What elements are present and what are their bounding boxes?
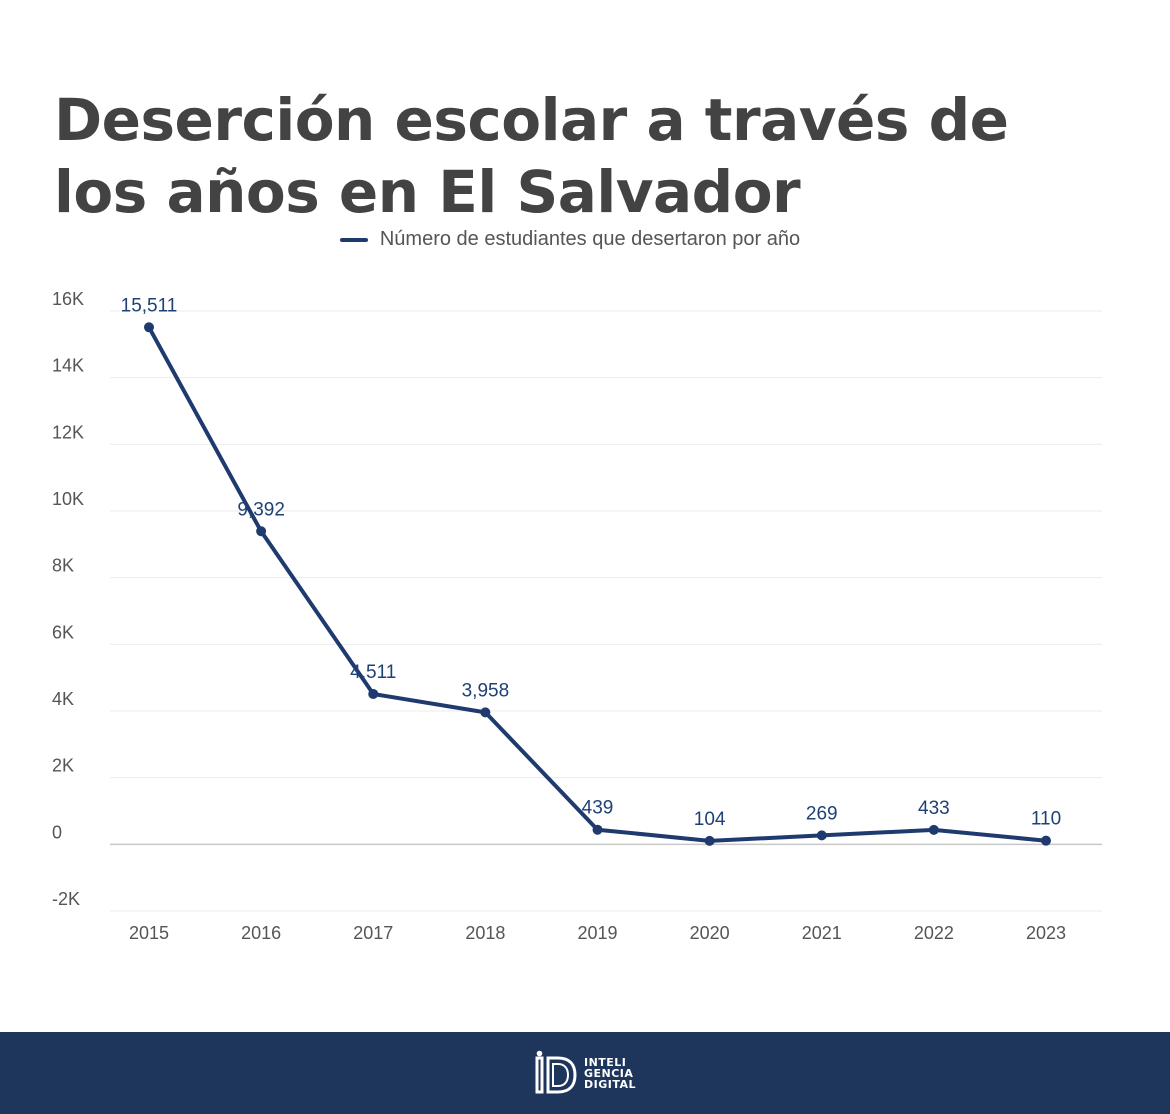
data-label: 4,511	[350, 662, 396, 683]
x-tick-label: 2023	[1026, 923, 1066, 943]
data-point	[368, 688, 379, 699]
data-label: 269	[806, 803, 838, 824]
data-point	[256, 526, 267, 537]
x-tick-label: 2015	[129, 923, 169, 943]
chart-title: Deserción escolar a través de los años e…	[54, 86, 1009, 226]
y-tick-label: 4K	[52, 689, 74, 709]
y-tick-label: 0	[52, 822, 62, 842]
y-tick-label: 14K	[52, 356, 84, 376]
x-tick-label: 2018	[465, 923, 505, 943]
data-point	[592, 824, 603, 835]
y-tick-label: 2K	[52, 756, 74, 776]
y-tick-label: 10K	[52, 489, 84, 509]
data-label: 439	[582, 798, 614, 819]
data-point	[704, 835, 715, 846]
x-tick-label: 2017	[353, 923, 393, 943]
chart-legend: Número de estudiantes que desertaron por…	[0, 228, 1170, 251]
brand-logo: INTELI GENCIA DIGITAL	[534, 1050, 636, 1096]
data-point	[816, 830, 827, 841]
data-point	[1041, 835, 1051, 846]
y-tick-label: 12K	[52, 422, 84, 442]
brand-line-2: GENCIA	[583, 1066, 634, 1080]
series-line	[147, 325, 1048, 843]
y-tick-label: 8K	[52, 556, 74, 576]
legend-label: Número de estudiantes que desertaron por…	[379, 228, 801, 250]
data-label: 433	[918, 798, 950, 819]
x-tick-label: 2019	[577, 923, 617, 943]
x-tick-label: 2020	[690, 923, 730, 943]
inteligencia-digital-logo-icon	[535, 1050, 577, 1094]
data-point	[928, 824, 939, 835]
data-label: 104	[694, 809, 726, 830]
y-tick-label: -2K	[52, 889, 80, 909]
y-tick-label: 16K	[52, 289, 84, 309]
data-label: 3,958	[462, 680, 510, 701]
data-point	[480, 707, 491, 718]
legend-swatch	[339, 237, 368, 242]
x-axis-ticks: 2015 2016 2017 2018 2019 2020 2021 2022 2023	[129, 923, 1066, 943]
footer-bar: INTELI GENCIA DIGITAL	[0, 1032, 1170, 1114]
data-label: 110	[1031, 809, 1061, 830]
brand-line-1: INTELI	[583, 1055, 627, 1069]
y-axis-ticks: 16K 14K 12K 10K 8K 6K 4K 2K 0 -2K	[52, 289, 84, 909]
y-tick-label: 6K	[52, 622, 74, 642]
data-point	[144, 322, 154, 333]
grid-lines	[110, 310, 1102, 912]
data-label: 15,511	[121, 295, 178, 316]
data-labels: 15,511 9,392 4,511 3,958 439 104 269 433 110	[121, 295, 1062, 830]
x-tick-label: 2022	[914, 923, 954, 943]
x-tick-label: 2016	[241, 923, 281, 943]
brand-line-3: DIGITAL	[583, 1077, 637, 1091]
data-label: 9,392	[237, 499, 285, 520]
data-points	[144, 322, 1051, 846]
x-tick-label: 2021	[802, 923, 842, 943]
